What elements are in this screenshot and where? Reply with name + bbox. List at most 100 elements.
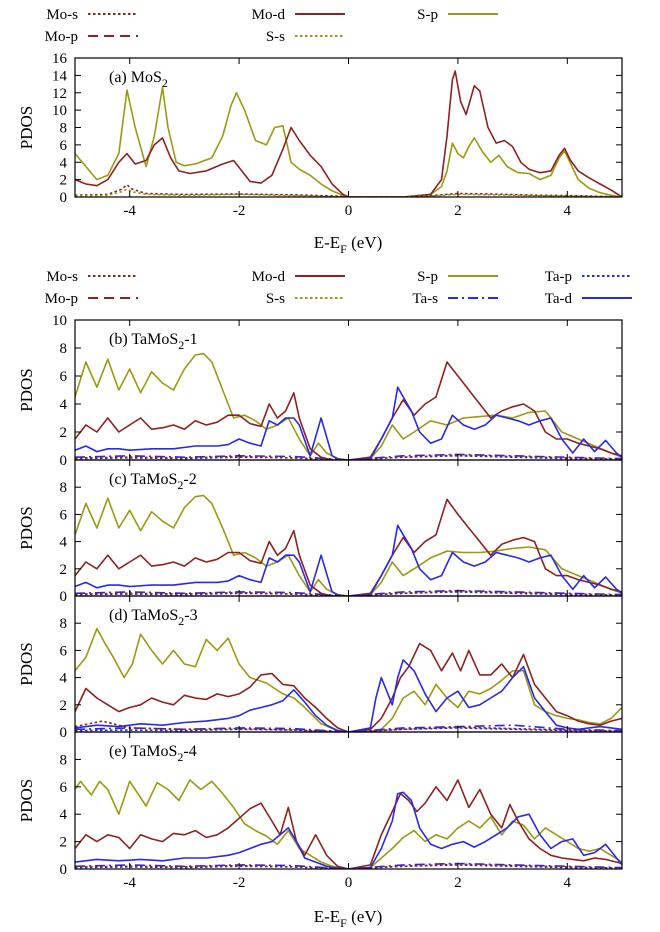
legend-label: S-p — [417, 7, 438, 23]
y-tick-label: 4 — [60, 807, 68, 823]
panel-c: 0 2 4 6 8 PDOS (c) TaMoS2-2 — [17, 459, 623, 605]
series-line-mo-d — [75, 498, 622, 596]
series-line-s-p — [75, 627, 622, 732]
series-line-mo-d — [75, 642, 622, 732]
x-axis-title-subscript: F — [340, 242, 347, 256]
series-line-ta-d — [75, 791, 622, 869]
y-tick-label: 0 — [60, 453, 68, 469]
legend-label: Mo-p — [45, 291, 78, 307]
x-tick-label: 0 — [345, 203, 353, 219]
y-tick-label: 4 — [60, 397, 68, 413]
panel-label: (e) TaMoS2-4 — [109, 743, 197, 764]
panel-d: 0 2 4 6 8 PDOS (d) TaMoS2-3 — [17, 595, 623, 741]
y-tick-label: 8 — [60, 480, 68, 496]
legend-label: Ta-s — [412, 291, 438, 307]
series-line-mo-s — [75, 720, 622, 732]
y-tick-label: 2 — [60, 425, 68, 441]
legend-item-s-p: S-p — [417, 7, 498, 23]
series-group — [75, 352, 622, 460]
series-group — [75, 70, 622, 197]
x-tick-label: 4 — [564, 203, 572, 219]
series-line-mo-s — [75, 863, 622, 869]
x-tick-label: -2 — [233, 875, 246, 891]
y-tick-label: 2 — [60, 835, 68, 851]
legend-label: Ta-p — [545, 269, 572, 285]
x-tick-label: 2 — [454, 875, 462, 891]
y-tick-label: 8 — [60, 752, 68, 768]
series-line-ta-d — [75, 386, 622, 460]
panel-label: (c) TaMoS2-2 — [109, 471, 197, 492]
legend-label: Ta-d — [545, 291, 573, 307]
y-tick-label: 16 — [52, 51, 68, 67]
legend-label: S-s — [266, 291, 285, 307]
y-tick-label: 4 — [60, 671, 68, 687]
y-axis-title: PDOS — [17, 642, 36, 685]
series-line-mo-s — [75, 590, 622, 596]
y-tick-label: 6 — [60, 780, 68, 796]
y-tick-label: 6 — [60, 369, 68, 385]
legend-item-mo-p: Mo-p — [45, 291, 138, 307]
legend-label: S-p — [417, 269, 438, 285]
x-axis-title-unit: (eV) — [347, 907, 382, 926]
legend-item-ta-s: Ta-s — [412, 291, 498, 307]
y-tick-label: 12 — [52, 86, 67, 102]
y-tick-label: 14 — [52, 68, 68, 84]
svg-text:E-EF (eV): E-EF (eV) — [314, 907, 383, 930]
y-tick-label: 8 — [60, 121, 68, 137]
x-tick-label: -4 — [123, 203, 136, 219]
panel-label: (b) TaMoS2-1 — [109, 331, 198, 352]
x-tick-label: 4 — [564, 875, 572, 891]
y-tick-label: 2 — [60, 698, 68, 714]
legend-item-s-s: S-s — [266, 291, 345, 307]
series-line-mo-d — [75, 361, 622, 460]
x-tick-label: -2 — [233, 203, 246, 219]
series-line-s-p — [75, 779, 622, 869]
legend-bottom: Mo-s Mo-p Mo-d S-s S-p Ta-s Ta-p Ta-d — [45, 269, 632, 307]
y-tick-label: 2 — [60, 173, 68, 189]
y-tick-label: 10 — [52, 313, 67, 329]
series-group — [75, 494, 622, 596]
x-tick-label: 0 — [345, 875, 353, 891]
legend-item-s-p: S-p — [417, 269, 498, 285]
x-axis-title-bottom: E-EF (eV) — [314, 907, 383, 930]
x-axis-title-main: E-E — [314, 907, 340, 926]
panel-e: 0 2 4 6 8 -4 -2 0 2 4 PDOS (e) TaMoS2-4 — [17, 731, 623, 891]
x-tick-label: -4 — [123, 875, 136, 891]
y-tick-label: 0 — [60, 862, 68, 878]
legend-label: S-s — [266, 29, 285, 45]
legend-label: Mo-s — [46, 269, 78, 285]
series-line-s-s — [75, 188, 622, 197]
panel-b: 0 2 4 6 8 10 PDOS (b) TaMoS2-1 — [17, 313, 623, 469]
x-axis-title-top: E-EF (eV) — [314, 233, 383, 256]
y-tick-label: 6 — [60, 507, 68, 523]
series-line-mo-d — [75, 779, 622, 869]
y-axis-title: PDOS — [17, 506, 36, 549]
legend-label: Mo-d — [252, 269, 286, 285]
series-line-mo-s — [75, 184, 622, 197]
svg-text:E-EF (eV): E-EF (eV) — [314, 233, 383, 256]
y-tick-label: 10 — [52, 103, 67, 119]
y-tick-label: 4 — [60, 535, 68, 551]
y-tick-label: 4 — [60, 155, 68, 171]
legend-item-mo-s: Mo-s — [46, 269, 138, 285]
y-axis-title: PDOS — [17, 368, 36, 411]
y-tick-label: 0 — [60, 725, 68, 741]
series-line-ta-d — [75, 524, 622, 596]
x-tick-label: 2 — [454, 203, 462, 219]
y-tick-label: 8 — [60, 341, 68, 357]
x-axis-title-unit: (eV) — [347, 233, 382, 252]
legend-item-mo-d: Mo-d — [252, 7, 345, 23]
y-tick-label: 0 — [60, 589, 68, 605]
legend-item-s-s: S-s — [266, 29, 345, 45]
y-tick-label: 6 — [60, 643, 68, 659]
panel-label: (a) MoS2 — [109, 69, 168, 90]
panel-label: (d) TaMoS2-3 — [109, 607, 198, 628]
series-group — [75, 627, 622, 732]
x-axis-title-subscript: F — [340, 916, 347, 930]
series-line-s-p — [75, 494, 622, 596]
y-tick-label: 2 — [60, 562, 68, 578]
legend-item-mo-s: Mo-s — [46, 7, 138, 23]
legend-top: Mo-s Mo-p Mo-d S-s S-p — [45, 7, 498, 45]
series-line-mo-s — [75, 454, 622, 460]
